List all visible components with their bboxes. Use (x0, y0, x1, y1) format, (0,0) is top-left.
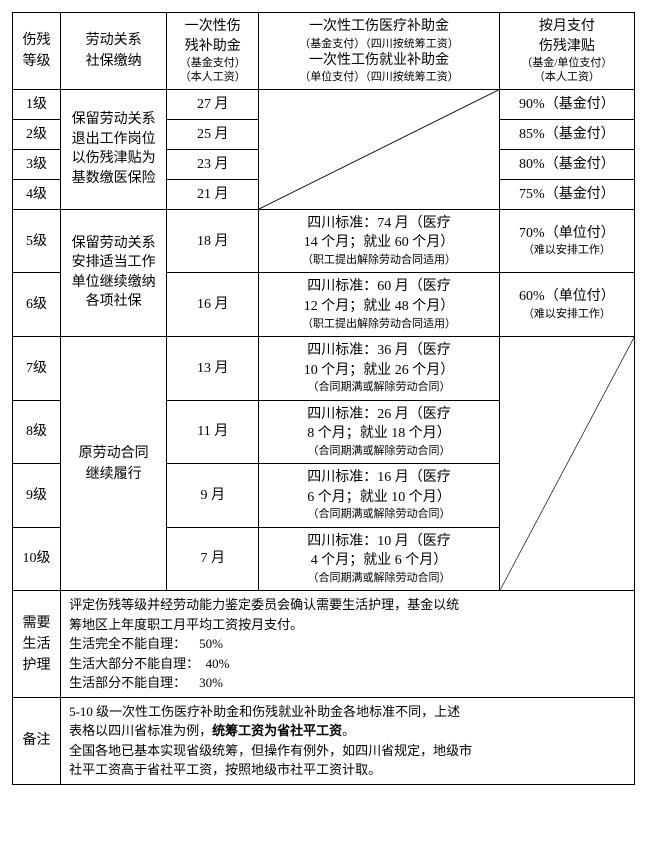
cell-pay6: 60%（单位付） （难以安排工作） (499, 273, 634, 337)
cell-diag-1-4 (259, 89, 499, 209)
row-lvl1: 1级 保留劳动关系 退出工作岗位 以伤残津贴为 基数缴医保险 27 月 90%（… (13, 89, 635, 119)
cell-lvl10: 10级 (13, 527, 61, 591)
col-level-l1: 伤残 (17, 30, 56, 51)
col-me-l1: 一次性工伤医疗补助金 (263, 17, 494, 37)
cell-m7: 13 月 (167, 336, 259, 400)
row-care: 需要 生活 护理 评定伤残等级并经劳动能力鉴定委员会确认需要生活护理，基金以统 … (13, 591, 635, 698)
cell-relation-1-4: 保留劳动关系 退出工作岗位 以伤残津贴为 基数缴医保险 (61, 89, 167, 209)
col-monthly-l2: 伤残津贴 (504, 37, 630, 57)
cell-m2: 25 月 (167, 119, 259, 149)
cell-lvl8: 8级 (13, 400, 61, 464)
cell-detail5: 四川标准：74 月（医疗 14 个月；就业 60 个月） （职工提出解除劳动合同… (259, 209, 499, 273)
notes-bold: 统筹工资为省社平工资 (212, 723, 342, 738)
cell-detail9: 四川标准：16 月（医疗 6 个月；就业 10 个月） （合同期满或解除劳动合同… (259, 464, 499, 528)
cell-detail7: 四川标准：36 月（医疗 10 个月；就业 26 个月） （合同期满或解除劳动合… (259, 336, 499, 400)
col-me-l2: 一次性工伤就业补助金 (263, 51, 494, 71)
disability-compensation-table: 伤残 等级 劳动关系 社保缴纳 一次性伤 残补助金 （基金支付） （本人工资） … (12, 12, 635, 785)
col-level-l2: 等级 (17, 51, 56, 72)
col-monthly-s2: （本人工资） (504, 70, 630, 84)
cell-lvl3: 3级 (13, 149, 61, 179)
cell-pay3: 80%（基金付） (499, 149, 634, 179)
col-relation-l1: 劳动关系 (65, 30, 162, 51)
cell-pay1: 90%（基金付） (499, 89, 634, 119)
cell-m6: 16 月 (167, 273, 259, 337)
row-lvl7: 7级 原劳动合同 继续履行 13 月 四川标准：36 月（医疗 10 个月；就业… (13, 336, 635, 400)
cell-detail8: 四川标准：26 月（医疗 8 个月；就业 18 个月） （合同期满或解除劳动合同… (259, 400, 499, 464)
col-relation: 劳动关系 社保缴纳 (61, 13, 167, 90)
cell-notes-label: 备注 (13, 697, 61, 784)
cell-pay5: 70%（单位付） （难以安排工作） (499, 209, 634, 273)
cell-diag-7-10 (499, 336, 634, 590)
cell-care-label: 需要 生活 护理 (13, 591, 61, 698)
cell-relation-7-10: 原劳动合同 继续履行 (61, 336, 167, 590)
row-lvl5: 5级 保留劳动关系 安排适当工作 单位继续缴纳 各项社保 18 月 四川标准：7… (13, 209, 635, 273)
cell-lvl6: 6级 (13, 273, 61, 337)
cell-m8: 11 月 (167, 400, 259, 464)
cell-notes-body: 5-10 级一次性工伤医疗补助金和伤残就业补助金各地标准不同，上述 表格以四川省… (61, 697, 635, 784)
col-onetime-l2: 残补助金 (171, 37, 254, 57)
col-monthly: 按月支付 伤残津贴 （基金/单位支付） （本人工资） (499, 13, 634, 90)
cell-lvl4: 4级 (13, 179, 61, 209)
cell-lvl7: 7级 (13, 336, 61, 400)
col-monthly-l1: 按月支付 (504, 17, 630, 37)
row-notes: 备注 5-10 级一次性工伤医疗补助金和伤残就业补助金各地标准不同，上述 表格以… (13, 697, 635, 784)
cell-m9: 9 月 (167, 464, 259, 528)
cell-m10: 7 月 (167, 527, 259, 591)
col-relation-l2: 社保缴纳 (65, 51, 162, 72)
col-onetime-s1: （基金支付） (171, 56, 254, 70)
cell-detail6: 四川标准：60 月（医疗 12 个月；就业 48 个月） （职工提出解除劳动合同… (259, 273, 499, 337)
col-onetime-s2: （本人工资） (171, 70, 254, 84)
cell-m4: 21 月 (167, 179, 259, 209)
cell-relation-5-6: 保留劳动关系 安排适当工作 单位继续缴纳 各项社保 (61, 209, 167, 336)
cell-lvl2: 2级 (13, 119, 61, 149)
col-me-s1: （基金支付）（四川按统筹工资） (263, 37, 494, 51)
cell-pay4: 75%（基金付） (499, 179, 634, 209)
cell-m5: 18 月 (167, 209, 259, 273)
cell-m1: 27 月 (167, 89, 259, 119)
cell-m3: 23 月 (167, 149, 259, 179)
cell-pay2: 85%（基金付） (499, 119, 634, 149)
col-medical-employment: 一次性工伤医疗补助金 （基金支付）（四川按统筹工资） 一次性工伤就业补助金 （单… (259, 13, 499, 90)
col-onetime-l1: 一次性伤 (171, 17, 254, 37)
col-onetime: 一次性伤 残补助金 （基金支付） （本人工资） (167, 13, 259, 90)
col-monthly-s1: （基金/单位支付） (504, 56, 630, 70)
cell-lvl1: 1级 (13, 89, 61, 119)
cell-care-body: 评定伤残等级并经劳动能力鉴定委员会确认需要生活护理，基金以统 筹地区上年度职工月… (61, 591, 635, 698)
cell-lvl9: 9级 (13, 464, 61, 528)
cell-lvl5: 5级 (13, 209, 61, 273)
col-me-s2: （单位支付）（四川按统筹工资） (263, 70, 494, 84)
col-level: 伤残 等级 (13, 13, 61, 90)
header-row: 伤残 等级 劳动关系 社保缴纳 一次性伤 残补助金 （基金支付） （本人工资） … (13, 13, 635, 90)
cell-detail10: 四川标准：10 月（医疗 4 个月；就业 6 个月） （合同期满或解除劳动合同） (259, 527, 499, 591)
